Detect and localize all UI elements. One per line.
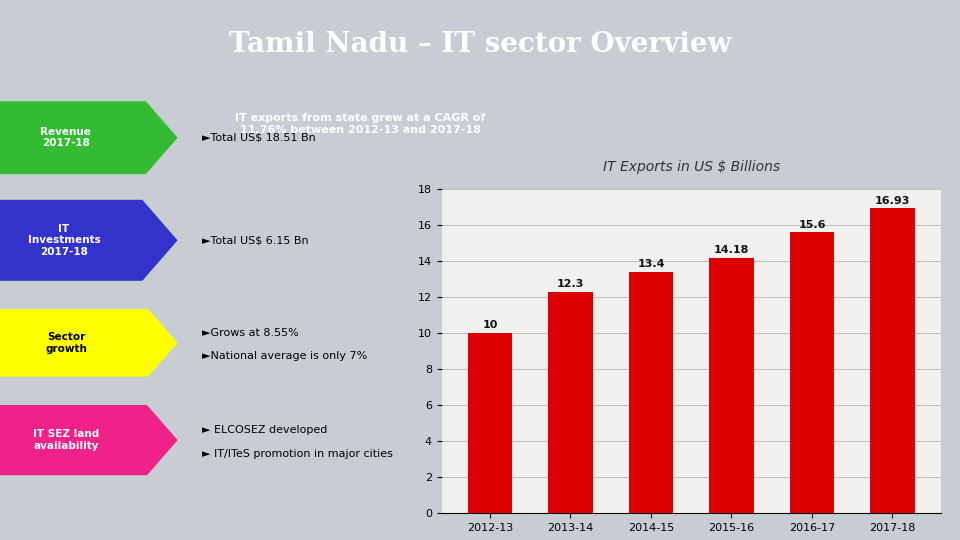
Bar — [871, 208, 915, 513]
Text: ►Total US$ 6.15 Bn: ►Total US$ 6.15 Bn — [202, 235, 308, 245]
Text: IT
Investments
2017-18: IT Investments 2017-18 — [28, 224, 101, 257]
Text: ►Grows at 8.55%: ►Grows at 8.55% — [202, 328, 299, 338]
Text: ► IT/ITeS promotion in major cities: ► IT/ITeS promotion in major cities — [202, 449, 393, 458]
Bar — [709, 258, 754, 513]
Text: Revenue
2017-18: Revenue 2017-18 — [40, 127, 91, 148]
Text: 10: 10 — [482, 320, 497, 330]
Text: ► ELCOSEZ developed: ► ELCOSEZ developed — [202, 426, 327, 435]
Bar — [790, 232, 834, 513]
Polygon shape — [0, 405, 178, 475]
Polygon shape — [0, 200, 178, 281]
Text: IT SEZ land
availability: IT SEZ land availability — [33, 429, 99, 451]
Bar — [548, 292, 592, 513]
Text: ►National average is only 7%: ►National average is only 7% — [202, 352, 367, 361]
Text: 12.3: 12.3 — [557, 279, 584, 289]
Text: 14.18: 14.18 — [714, 245, 749, 255]
Text: Tamil Nadu – IT sector Overview: Tamil Nadu – IT sector Overview — [228, 31, 732, 58]
Text: Sector
growth: Sector growth — [46, 332, 87, 354]
Bar — [629, 272, 673, 513]
Text: ►Total US$ 18.51 Bn: ►Total US$ 18.51 Bn — [202, 133, 315, 143]
Polygon shape — [0, 309, 178, 377]
Polygon shape — [0, 102, 178, 174]
Text: 13.4: 13.4 — [637, 259, 664, 269]
Bar — [468, 333, 512, 513]
Text: IT exports from state grew at a CAGR of
11.76% between 2012-13 and 2017-18: IT exports from state grew at a CAGR of … — [235, 113, 485, 135]
Text: 15.6: 15.6 — [798, 219, 826, 230]
Text: 16.93: 16.93 — [875, 195, 910, 206]
Text: IT Exports in US $ Billions: IT Exports in US $ Billions — [603, 160, 780, 174]
